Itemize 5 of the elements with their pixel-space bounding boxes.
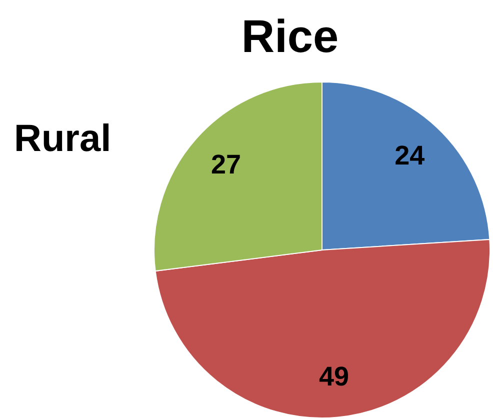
chart-title: Rice (241, 10, 339, 62)
text: Rural (14, 118, 112, 160)
data-label: 49 (319, 361, 350, 392)
data-label: 27 (210, 149, 242, 180)
data-label: 24 (394, 140, 425, 171)
